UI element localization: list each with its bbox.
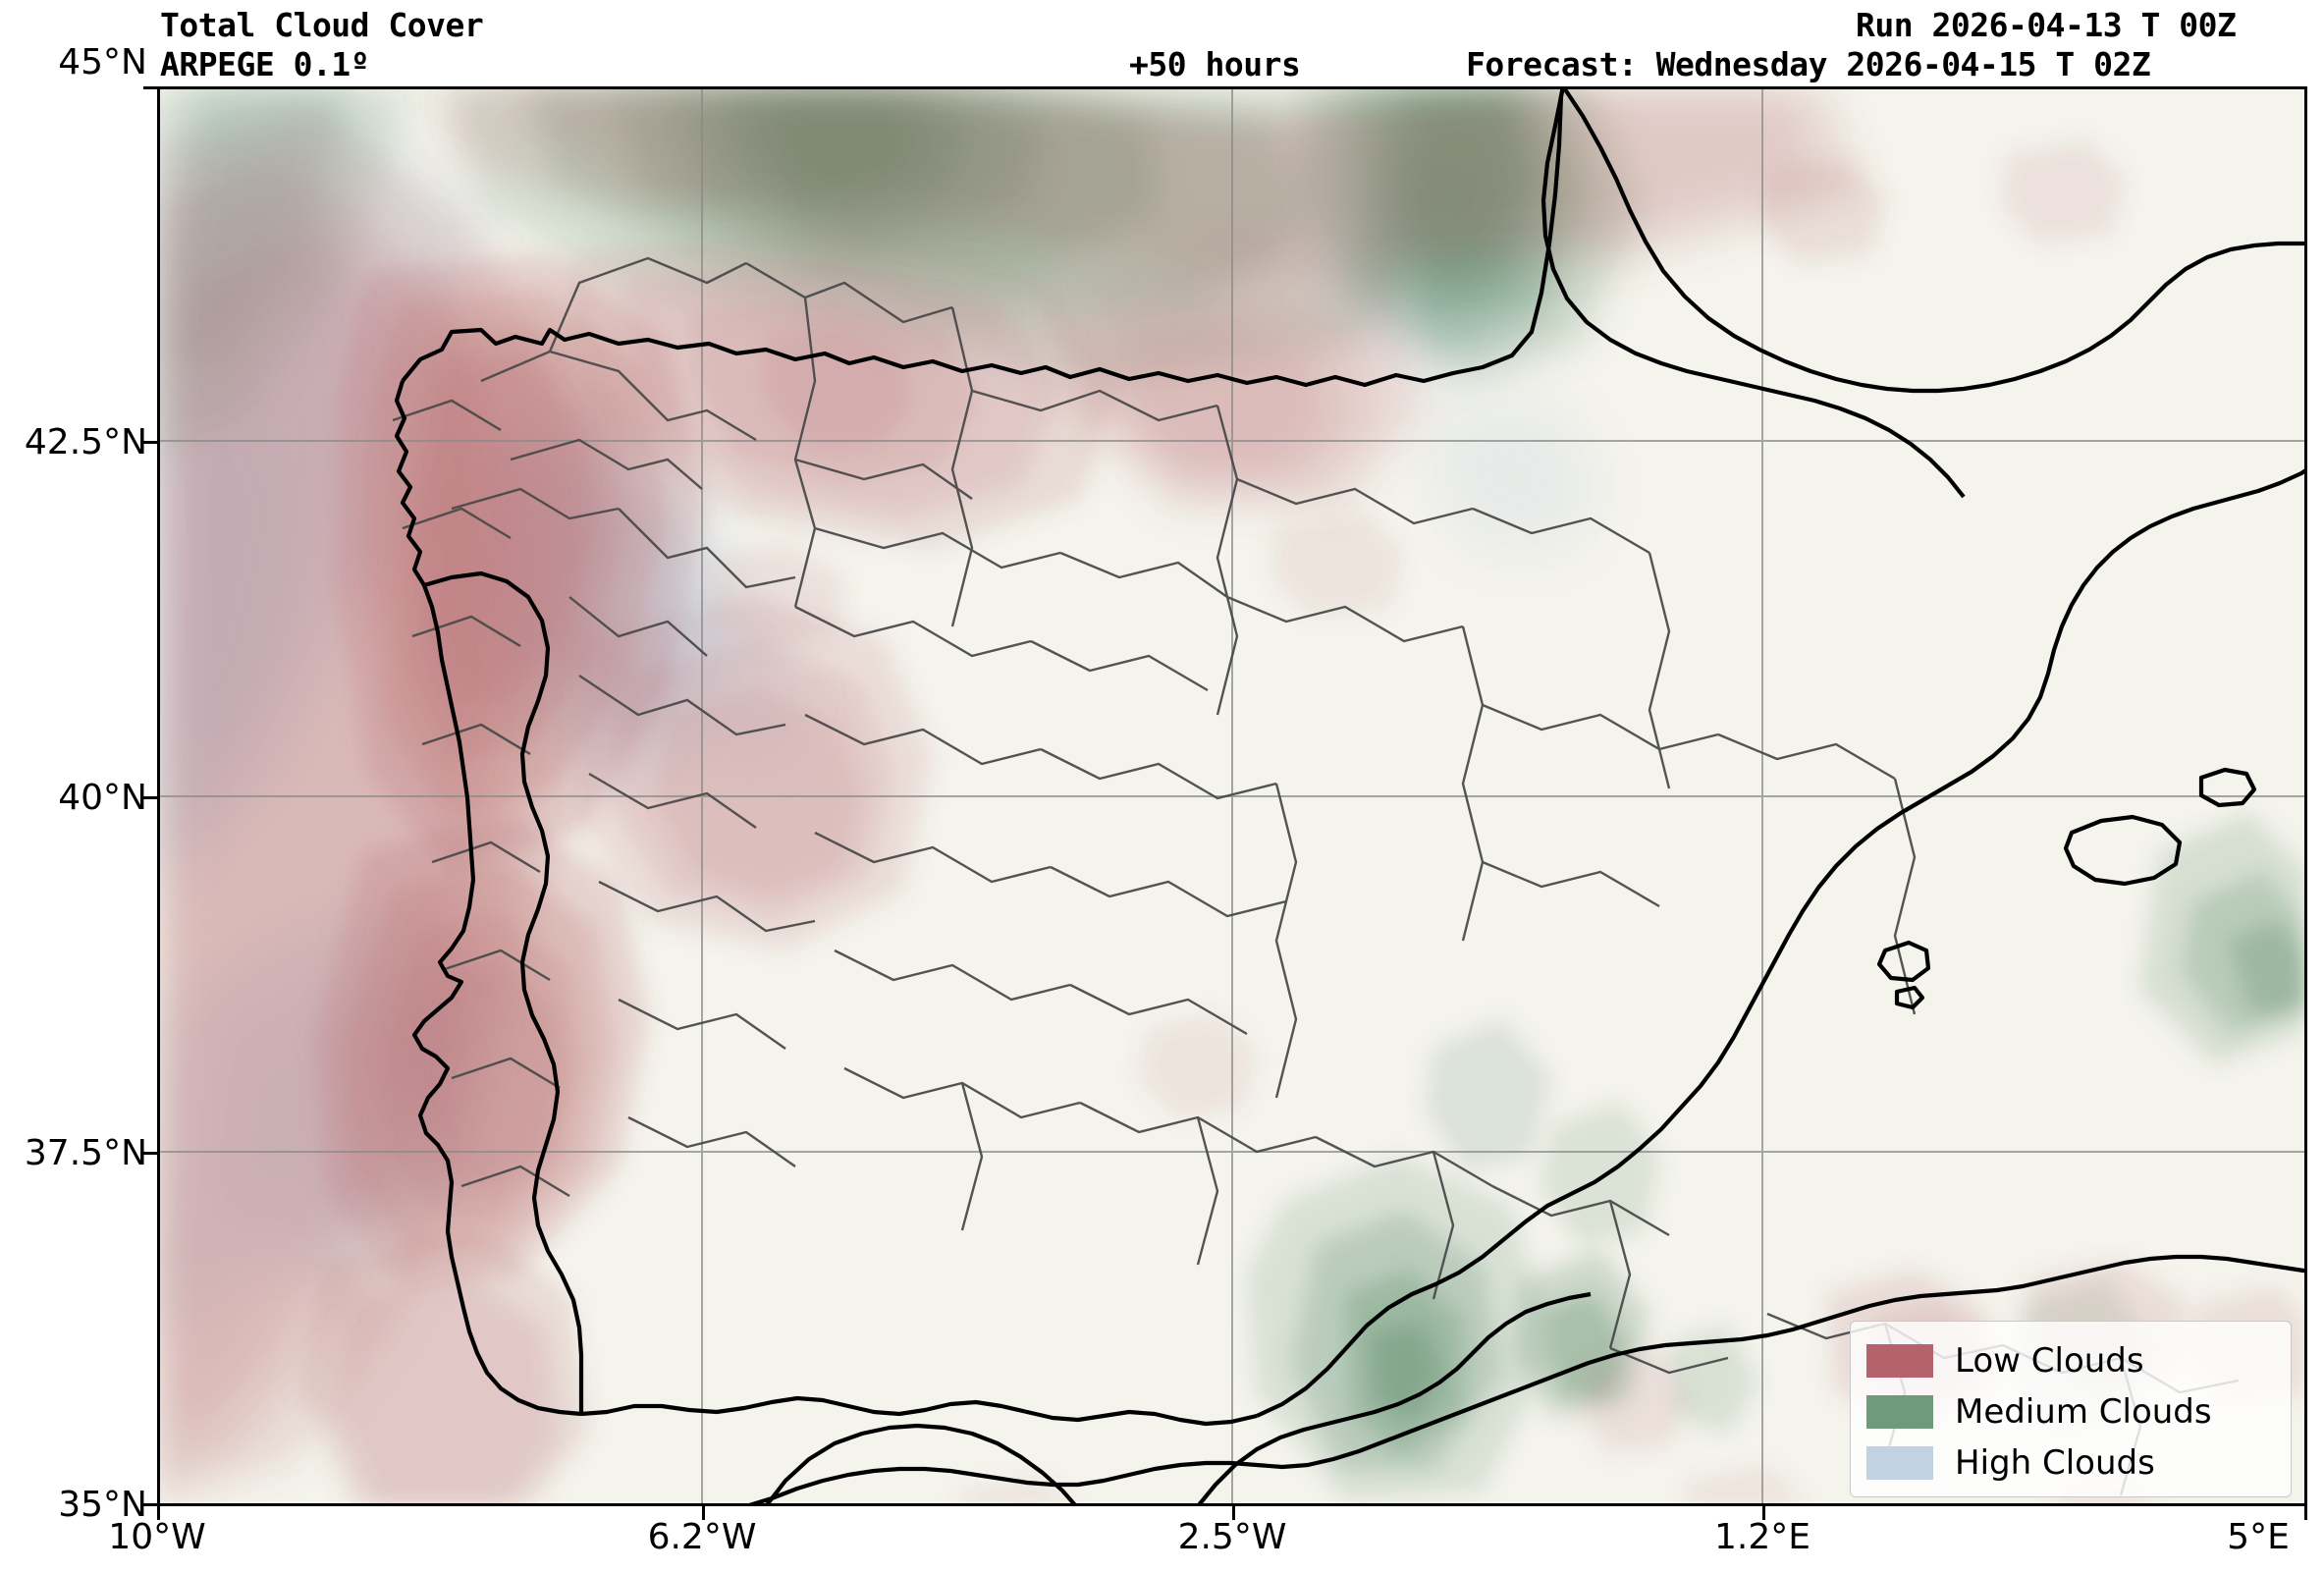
xtick-label-0: 10°W bbox=[108, 1517, 206, 1557]
map-legend: Low Clouds Medium Clouds High Clouds bbox=[1850, 1321, 2292, 1497]
graticule bbox=[157, 86, 2307, 1506]
run-time-label: Run 2026-04-13 T 00Z bbox=[1856, 6, 2237, 44]
ytick-mark-0 bbox=[143, 86, 157, 89]
legend-swatch-low-clouds bbox=[1866, 1344, 1933, 1378]
model-label: ARPEGE 0.1º bbox=[160, 45, 370, 83]
lead-time-label: +50 hours bbox=[1129, 45, 1301, 83]
legend-item-medium-clouds: Medium Clouds bbox=[1866, 1386, 2275, 1437]
xtick-label-2: 2.5°W bbox=[1177, 1517, 1287, 1557]
forecast-time-label: Forecast: Wednesday 2026-04-15 T 02Z bbox=[1466, 45, 2151, 83]
xtick-mark-0 bbox=[157, 1506, 160, 1520]
xtick-mark-2 bbox=[1232, 1506, 1235, 1520]
ytick-label-0: 45°N bbox=[58, 42, 147, 82]
ytick-label-2: 40°N bbox=[58, 778, 147, 818]
ytick-mark-3 bbox=[143, 1152, 157, 1155]
legend-label-low-clouds: Low Clouds bbox=[1955, 1341, 2144, 1381]
ytick-label-3: 37.5°N bbox=[24, 1133, 147, 1173]
page-title: Total Cloud Cover bbox=[160, 6, 484, 44]
xtick-mark-1 bbox=[702, 1506, 705, 1520]
ytick-mark-2 bbox=[143, 796, 157, 799]
ytick-mark-1 bbox=[143, 441, 157, 444]
map-canvas bbox=[157, 86, 2307, 1506]
xtick-label-1: 6.2°W bbox=[647, 1517, 757, 1557]
ytick-mark-4 bbox=[143, 1503, 157, 1506]
legend-label-high-clouds: High Clouds bbox=[1955, 1443, 2155, 1483]
map-plot-area bbox=[157, 86, 2307, 1506]
xtick-label-4: 5°E bbox=[2227, 1517, 2290, 1557]
legend-label-medium-clouds: Medium Clouds bbox=[1955, 1392, 2212, 1432]
legend-item-low-clouds: Low Clouds bbox=[1866, 1335, 2275, 1386]
legend-item-high-clouds: High Clouds bbox=[1866, 1437, 2275, 1489]
xtick-label-3: 1.2°E bbox=[1714, 1517, 1811, 1557]
coastlines bbox=[394, 86, 2307, 1506]
legend-swatch-high-clouds bbox=[1866, 1446, 1933, 1480]
legend-swatch-medium-clouds bbox=[1866, 1395, 1933, 1429]
ytick-label-4: 35°N bbox=[58, 1485, 147, 1525]
ytick-label-1: 42.5°N bbox=[24, 422, 147, 462]
xtick-mark-3 bbox=[1762, 1506, 1765, 1520]
xtick-mark-4 bbox=[2304, 1506, 2307, 1520]
